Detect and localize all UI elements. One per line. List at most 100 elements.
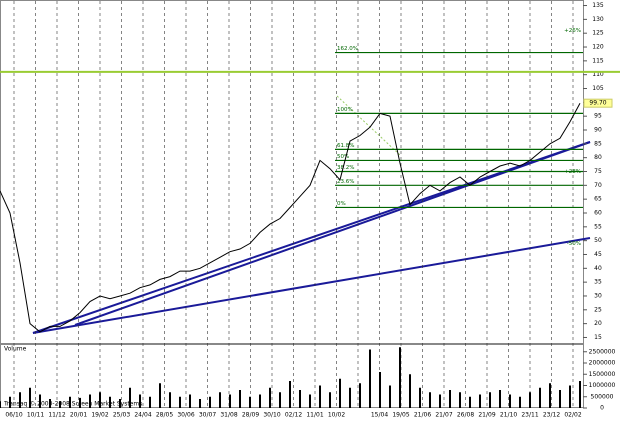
fib-label: 50%	[337, 154, 349, 160]
y-tick-label: 60	[594, 209, 602, 216]
x-tick-label: 30/06	[177, 412, 194, 419]
volume-tick-label: 1500000	[589, 371, 616, 378]
copyright: Transaq © 2000-2008 Screen Market System…	[3, 401, 142, 408]
volume-bar	[529, 392, 531, 408]
x-tick-label: 30/07	[199, 412, 216, 419]
x-tick-label: 30/10	[263, 412, 280, 419]
x-tick-label: 21/07	[435, 412, 452, 419]
trendline	[74, 141, 591, 326]
volume-bar	[289, 381, 291, 408]
volume-bar	[169, 392, 171, 408]
y-tick-label: 45	[594, 251, 602, 258]
volume-panel	[0, 344, 584, 408]
volume-bar	[0, 401, 1, 408]
volume-bar	[99, 392, 101, 408]
y-tick-label: 85	[594, 140, 602, 147]
volume-bar	[279, 392, 281, 408]
volume-tick-label: 500000	[591, 393, 614, 400]
volume-bar	[419, 387, 421, 408]
trendline	[32, 237, 591, 334]
y-tick-label: 70	[594, 182, 602, 189]
volume-bar	[539, 387, 541, 408]
volume-bar	[559, 390, 561, 408]
volume-bar	[9, 396, 11, 408]
x-tick-label: 28/09	[242, 412, 259, 419]
volume-bar	[379, 372, 381, 408]
x-tick-label: 19/02	[91, 412, 108, 419]
price-line	[0, 102, 581, 333]
x-tick-label: 11/12	[48, 412, 65, 419]
volume-bar	[439, 394, 441, 408]
volume-bar	[449, 390, 451, 408]
volume-bar	[269, 387, 271, 408]
fib-label: 61.8%	[337, 143, 354, 149]
volume-bar	[549, 383, 551, 408]
x-tick-label: 24/04	[134, 412, 151, 419]
volume-bar	[259, 394, 261, 408]
y-tick-label: 80	[594, 154, 602, 161]
y-tick-label: 25	[594, 306, 602, 313]
volume-bar	[129, 387, 131, 408]
volume-bar	[69, 396, 71, 408]
y-tick-label: 95	[594, 113, 602, 120]
volume-bar	[329, 392, 331, 408]
x-tick-label: 02/12	[285, 412, 302, 419]
volume-bar	[149, 396, 151, 408]
x-tick-label: 10/11	[27, 412, 44, 419]
y-tick-label: 55	[594, 223, 602, 230]
volume-bar	[209, 396, 211, 408]
volume-tick-label: 2000000	[589, 360, 616, 367]
volume-bar	[229, 394, 231, 408]
trendline	[32, 141, 591, 334]
y-tick-label: 50	[594, 237, 602, 244]
volume-bar	[179, 396, 181, 408]
last-price-box	[583, 98, 613, 108]
volume-tick-label: 0	[600, 405, 604, 412]
volume-tick-label: 2500000	[589, 348, 616, 355]
volume-bar	[319, 385, 321, 408]
volume-bar	[219, 392, 221, 408]
volume-bar	[399, 347, 401, 408]
fib-label: 162.0%	[337, 46, 358, 52]
volume-bar	[499, 390, 501, 408]
y-tick-label: 75	[594, 168, 602, 175]
y-tick-label: 135	[592, 2, 604, 9]
volume-bar	[339, 378, 341, 408]
volume-bar	[249, 396, 251, 408]
x-tick-label: 23/12	[543, 412, 560, 419]
x-tick-label: 06/10	[5, 412, 22, 419]
x-tick-label: 21/09	[478, 412, 495, 419]
volume-bar	[469, 396, 471, 408]
volume-bar	[119, 399, 121, 408]
y-tick-label: 110	[592, 71, 604, 78]
x-tick-label: 15/04	[371, 412, 388, 419]
x-tick-label: 31/08	[220, 412, 237, 419]
fib-label: 0%	[337, 201, 346, 207]
volume-bar	[359, 383, 361, 408]
x-tick-label: 21/10	[500, 412, 517, 419]
x-tick-label: 02/02	[564, 412, 581, 419]
volume-bar	[39, 394, 41, 408]
volume-bar	[409, 374, 411, 408]
y-tick-label: 15	[594, 334, 602, 341]
volume-tick-label: 1000000	[589, 382, 616, 389]
volume-bar	[49, 399, 51, 408]
trendlines	[32, 141, 591, 334]
volume-bar	[79, 397, 81, 408]
volume-bar	[479, 394, 481, 408]
fib-label: 38.2%	[337, 165, 354, 171]
x-tick-label: 21/06	[414, 412, 431, 419]
volume-bar	[29, 387, 31, 408]
volume-bar	[159, 383, 161, 408]
edge-label: -50%	[567, 241, 581, 247]
x-tick-label: 19/05	[392, 412, 409, 419]
x-tick-label: 23/11	[521, 412, 538, 419]
x-tick-label: 11/01	[306, 412, 323, 419]
y-tick-label: 115	[592, 57, 604, 64]
edge-label: +28%	[564, 169, 581, 175]
volume-bar	[309, 394, 311, 408]
volume-bar	[239, 390, 241, 408]
y-tick-label: 20	[594, 320, 602, 327]
volume-bar	[389, 385, 391, 408]
y-tick-label: 120	[592, 44, 604, 51]
